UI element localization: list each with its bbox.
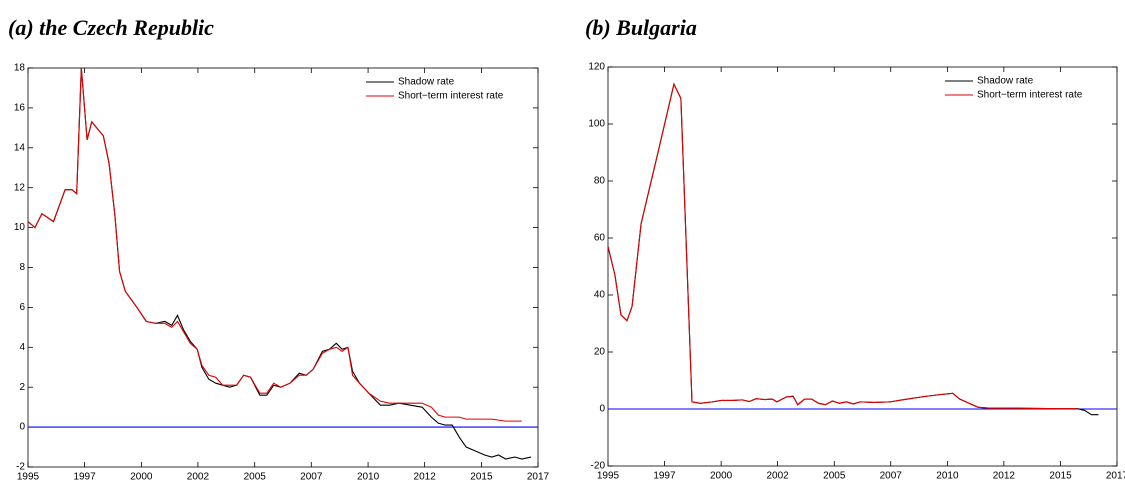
y-tick-label: 6 — [19, 302, 25, 313]
y-tick-label: -2 — [16, 462, 25, 473]
x-tick-label: 1995 — [17, 472, 40, 483]
plot-frame — [27, 67, 539, 468]
y-tick-label: 40 — [594, 290, 606, 301]
series-line — [607, 82, 1099, 416]
x-tick-label: 2005 — [823, 471, 846, 482]
series-line — [27, 67, 532, 460]
x-tick-label: 2007 — [300, 472, 323, 483]
y-tick-label: 8 — [19, 262, 25, 273]
chart-title: (b) Bulgaria — [585, 15, 697, 40]
series-line — [27, 67, 522, 422]
x-tick-label: 2017 — [1106, 471, 1125, 482]
legend-label: Short−term interest rate — [977, 90, 1083, 101]
x-tick-label: 2015 — [1049, 471, 1072, 482]
y-tick-label: 14 — [14, 142, 26, 153]
x-tick-label: 2005 — [244, 472, 267, 483]
series-line — [607, 82, 1078, 410]
x-tick-label: 2010 — [357, 472, 380, 483]
y-tick-label: 16 — [14, 103, 26, 114]
y-tick-label: 80 — [594, 176, 606, 187]
x-tick-label: 2012 — [993, 471, 1016, 482]
x-tick-label: 2010 — [936, 471, 959, 482]
x-tick-label: 2012 — [414, 472, 437, 483]
x-tick-label: 2007 — [880, 471, 903, 482]
y-tick-label: 4 — [19, 342, 25, 353]
y-tick-label: -20 — [591, 461, 606, 472]
x-tick-label: 2000 — [710, 471, 733, 482]
x-tick-label: 2000 — [130, 472, 153, 483]
y-tick-label: 0 — [599, 404, 605, 415]
y-tick-label: 0 — [19, 422, 25, 433]
legend-label: Shadow rate — [398, 77, 455, 88]
x-tick-label: 1997 — [653, 471, 676, 482]
x-tick-label: 2002 — [766, 471, 789, 482]
chart-title: (a) the Czech Republic — [8, 15, 214, 40]
x-tick-label: 2015 — [470, 472, 493, 483]
y-tick-label: 100 — [588, 119, 605, 130]
y-tick-label: 18 — [14, 63, 26, 74]
legend-label: Shadow rate — [977, 76, 1034, 87]
y-tick-label: 10 — [14, 222, 26, 233]
x-tick-label: 2017 — [527, 472, 550, 483]
y-tick-label: 20 — [594, 347, 606, 358]
y-tick-label: 60 — [594, 233, 606, 244]
legend-label: Short−term interest rate — [398, 91, 504, 102]
x-tick-label: 1995 — [597, 471, 620, 482]
y-tick-label: 12 — [14, 182, 26, 193]
x-tick-label: 1997 — [73, 472, 96, 483]
x-tick-label: 2002 — [187, 472, 210, 483]
y-tick-label: 120 — [588, 62, 605, 73]
y-tick-label: 2 — [19, 382, 25, 393]
plot-frame — [607, 66, 1118, 467]
